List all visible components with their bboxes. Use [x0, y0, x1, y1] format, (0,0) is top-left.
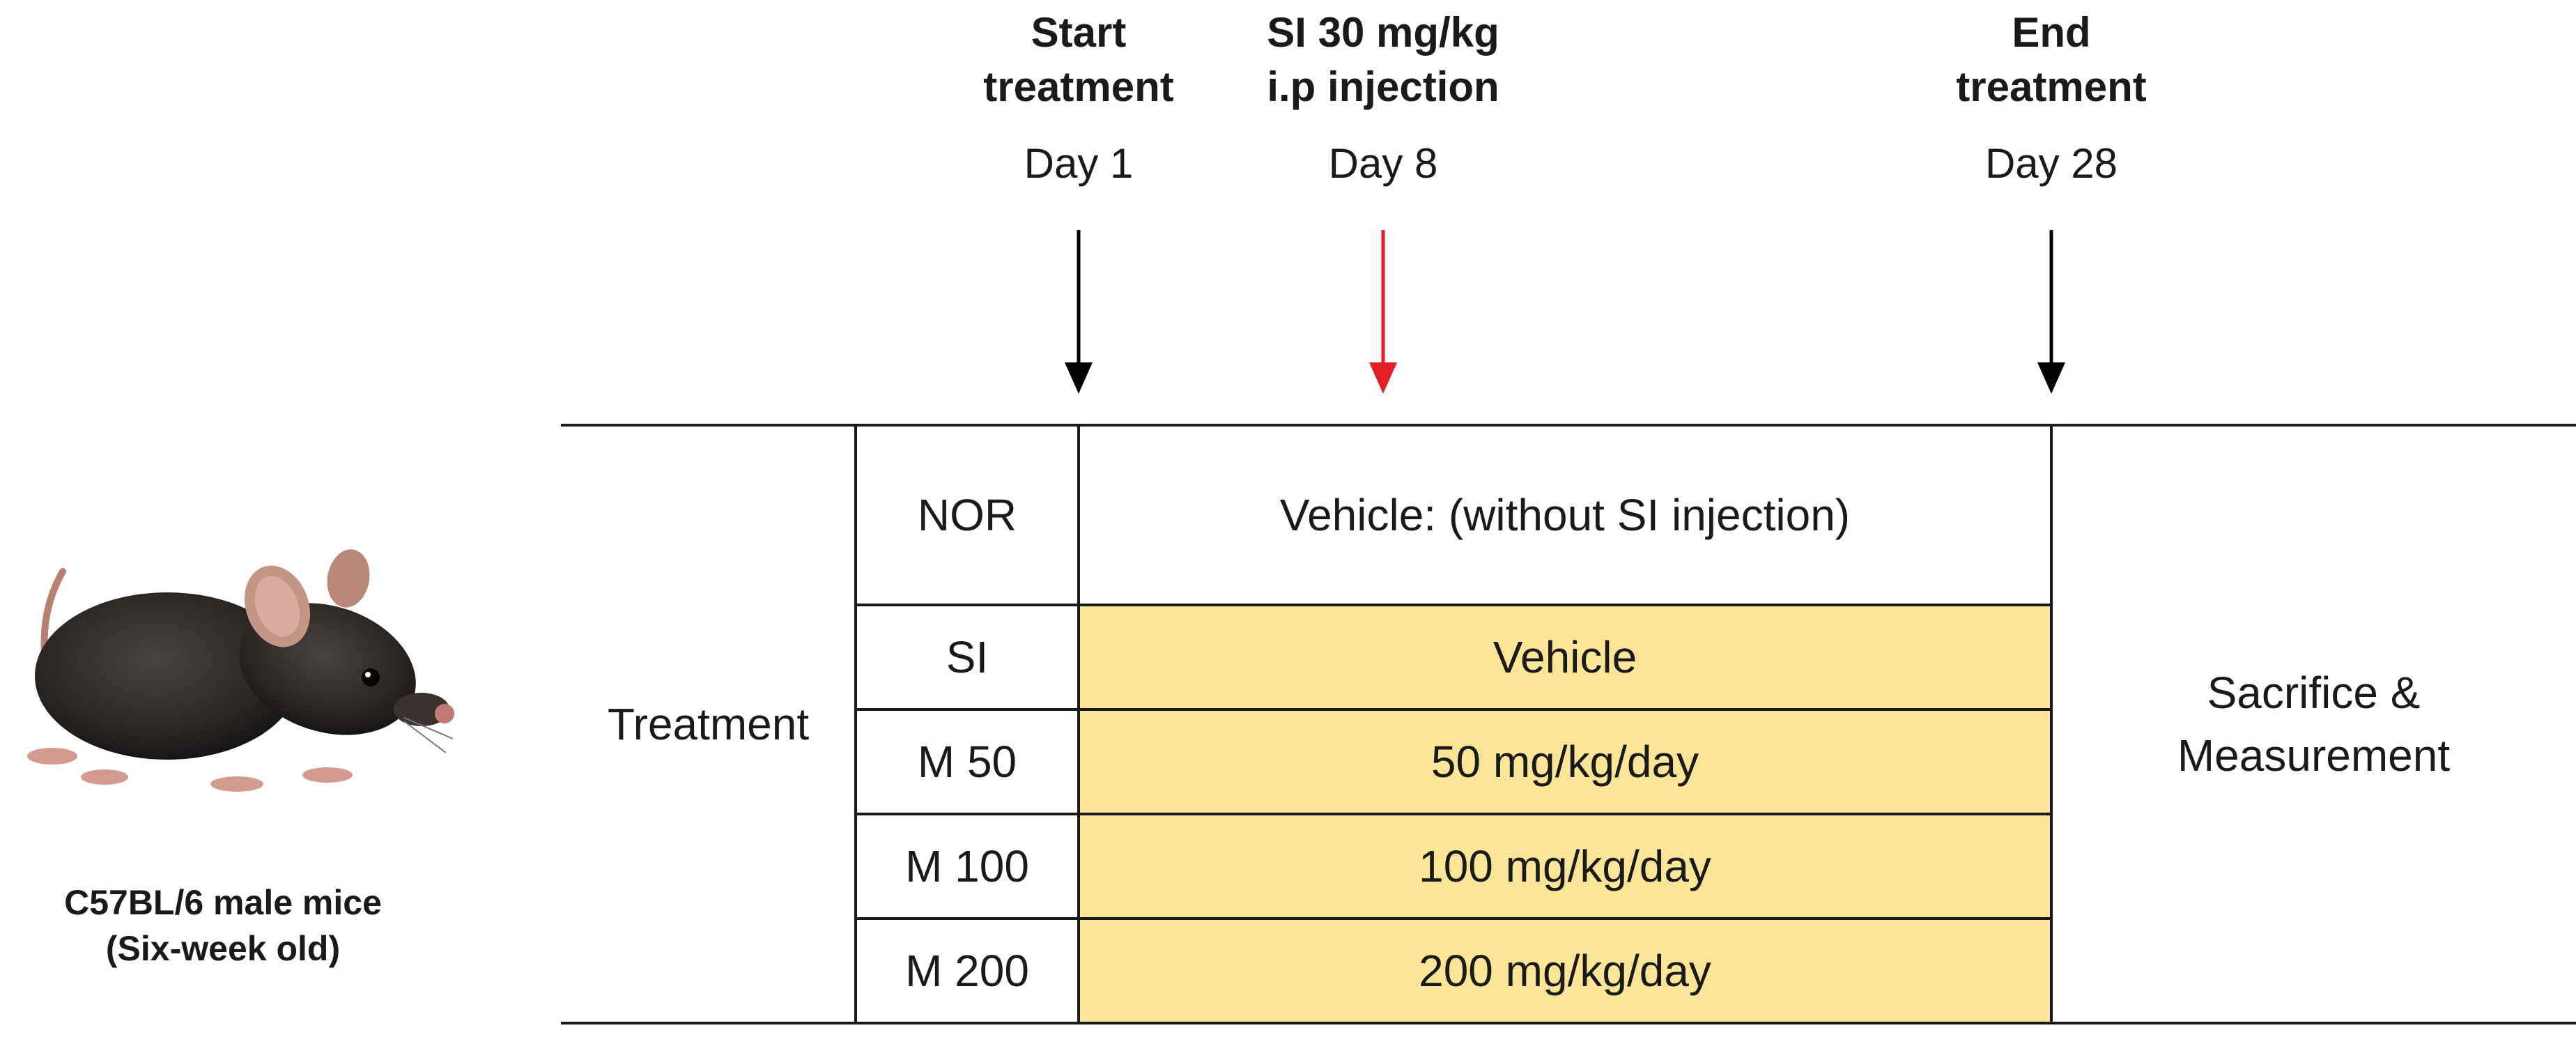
mouse-caption: C57BL/6 male mice (Six-week old) [0, 880, 467, 972]
row-header: Treatment [561, 425, 856, 1023]
row-header-label: Treatment [607, 699, 810, 749]
end-title-line2: treatment [1956, 63, 2147, 110]
group-nor-label: NOR [917, 490, 1017, 540]
end-treatment-label: End treatment [1877, 6, 2226, 114]
injection-arrow [1369, 230, 1397, 394]
start-day: Day 1 [1024, 140, 1134, 187]
group-m100-label: M 100 [905, 841, 1029, 891]
injection-title-line2: i.p injection [1267, 63, 1499, 110]
regimen-m100: 100 mg/kg/day [1079, 814, 2051, 919]
column-divider-1 [854, 425, 857, 1023]
outcome-cell: Sacrifice & Measurement [2051, 425, 2576, 1023]
group-m50-label: M 50 [917, 737, 1017, 787]
mouse-caption-line1: C57BL/6 male mice [64, 883, 382, 922]
row-divider-4 [856, 917, 2053, 920]
regimen-nor-label: Vehicle: (without SI injection) [1279, 490, 1851, 540]
table-top-rule [561, 424, 2576, 427]
regimen-m200-label: 200 mg/kg/day [1419, 946, 1711, 996]
group-m100: M 100 [856, 814, 1079, 919]
injection-title-line1: SI 30 mg/kg [1267, 9, 1499, 56]
row-divider-2 [856, 708, 2053, 711]
table-bottom-rule [561, 1022, 2576, 1024]
group-si: SI [856, 605, 1079, 709]
start-arrow [1065, 230, 1093, 394]
injection-day: Day 8 [1328, 140, 1438, 187]
group-m50: M 50 [856, 709, 1079, 814]
group-nor: NOR [856, 425, 1079, 605]
regimen-nor: Vehicle: (without SI injection) [1079, 425, 2051, 605]
outcome-line1: Sacrifice & [2207, 668, 2421, 718]
start-treatment-label: Start treatment [904, 6, 1253, 114]
row-divider-3 [856, 813, 2053, 815]
mouse-caption-line2: (Six-week old) [105, 929, 341, 968]
column-divider-3 [2050, 425, 2053, 1023]
end-arrow [2037, 230, 2065, 394]
column-divider-2 [1077, 425, 1080, 1023]
regimen-m200: 200 mg/kg/day [1079, 919, 2051, 1023]
injection-label: SI 30 mg/kg i.p injection [1209, 6, 1557, 114]
end-day: Day 28 [1984, 140, 2118, 187]
regimen-si-label: Vehicle [1493, 632, 1637, 682]
regimen-m50: 50 mg/kg/day [1079, 709, 2051, 814]
row-divider-1 [856, 604, 2053, 606]
group-si-label: SI [946, 632, 989, 682]
group-m200: M 200 [856, 919, 1079, 1023]
mouse-illustration [27, 549, 454, 792]
start-title-line1: Start [1031, 9, 1127, 56]
end-title-line1: End [2012, 9, 2091, 56]
regimen-m100-label: 100 mg/kg/day [1419, 841, 1711, 891]
outcome-line2: Measurement [2177, 730, 2451, 781]
regimen-si: Vehicle [1079, 605, 2051, 709]
regimen-m50-label: 50 mg/kg/day [1430, 737, 1699, 787]
start-title-line2: treatment [983, 63, 1174, 110]
group-m200-label: M 200 [905, 946, 1029, 996]
